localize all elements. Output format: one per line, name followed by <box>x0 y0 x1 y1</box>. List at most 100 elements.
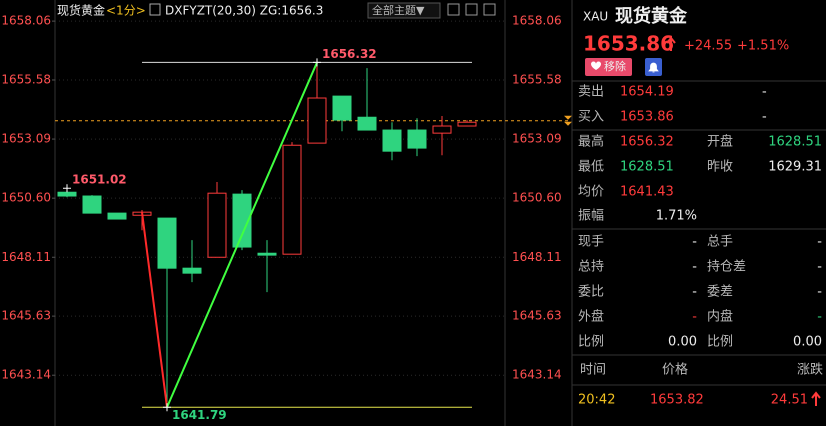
value: - <box>692 285 697 300</box>
value: 1628.51 <box>620 160 674 175</box>
value: 1654.19 <box>620 85 674 100</box>
value: 0.00 <box>668 335 697 350</box>
toolbar-icons[interactable] <box>447 3 496 16</box>
value: 1628.51 <box>768 135 822 150</box>
value: - <box>817 285 822 300</box>
y-tick-label: 1650.60 <box>1 191 51 205</box>
value: - <box>692 260 697 275</box>
candle-body <box>457 121 477 127</box>
y2-tick-label: 1648.11 <box>512 250 562 264</box>
candle-body <box>257 252 277 256</box>
remove-button-label[interactable]: 移除 <box>604 59 626 73</box>
quote-change-pct: +1.51% <box>737 39 789 54</box>
tick-change: 24.51 <box>771 393 808 408</box>
period[interactable]: <1分> <box>106 4 146 18</box>
value: 1.71% <box>656 209 697 224</box>
value: - <box>817 260 822 275</box>
quote-name: 现货黄金 <box>615 5 688 27</box>
theme-button-label[interactable]: 全部主题▼ <box>372 3 425 17</box>
annotation-marker <box>313 58 321 67</box>
candle-body <box>107 212 127 220</box>
y-tick-label: 1658.06 <box>1 14 51 28</box>
column-header: 涨跌 <box>797 362 823 378</box>
column-header: 时间 <box>580 363 606 378</box>
indicator: DXFYZT(20,30) ZG:1656.3 <box>165 4 323 18</box>
label: 外盘 <box>578 309 604 325</box>
value: - <box>817 235 822 250</box>
candle-body <box>57 191 77 197</box>
zigzag-segment <box>141 212 168 408</box>
candle-body <box>307 97 327 144</box>
annotation-marker <box>63 184 71 193</box>
symbol: 现货黄金 <box>57 3 105 18</box>
label: 总手 <box>707 235 733 250</box>
annotation-label: 1641.79 <box>172 408 227 422</box>
value: 1656.32 <box>620 135 674 150</box>
theme-button[interactable] <box>367 2 441 19</box>
label: 均价 <box>578 185 604 200</box>
candle-body <box>182 267 202 274</box>
heart-icon[interactable] <box>591 61 601 71</box>
label: 开盘 <box>707 134 733 150</box>
candle-body <box>332 95 352 121</box>
y-tick-label: 1653.09 <box>1 132 51 146</box>
value: - <box>692 235 697 250</box>
value: 1629.31 <box>768 160 822 175</box>
value: - <box>817 310 822 325</box>
label: 最高 <box>578 134 604 150</box>
y-tick-label: 1648.11 <box>1 250 51 264</box>
y2-tick-label: 1643.14 <box>512 368 562 382</box>
up-arrow <box>811 391 821 406</box>
label: 买入 <box>578 110 604 125</box>
candle-body <box>382 129 402 152</box>
label: 最低 <box>578 160 604 175</box>
value: 0.00 <box>793 335 822 350</box>
value: - <box>692 310 697 325</box>
candle-body <box>282 144 302 255</box>
indicator-icon[interactable] <box>149 3 161 16</box>
label: 振幅 <box>578 209 604 224</box>
quote-code: XAU <box>583 10 608 24</box>
y2-tick-label: 1645.63 <box>512 309 562 323</box>
label: 总持 <box>578 260 604 275</box>
zigzag-segment <box>166 62 318 408</box>
plot: 1658.06 1658.06 1655.58 1655.58 1653.09 1653.… <box>1 14 572 422</box>
up-arrow <box>666 36 676 51</box>
label: 现手 <box>578 235 604 250</box>
value: - <box>762 110 767 125</box>
annotation-label: 1656.32 <box>322 47 377 61</box>
volume-table: 现手 - 总手 -总持 - 持仓差 -委比 - 委差 -外盘 - 内盘 -比例 0.00 比例 0.00 <box>578 235 822 350</box>
tick-time: 20:42 <box>578 393 615 408</box>
label: 委比 <box>578 285 604 300</box>
y-tick-label: 1645.63 <box>1 309 51 323</box>
annotation-marker <box>163 403 171 412</box>
y2-tick-label: 1650.60 <box>512 191 562 205</box>
column-header: 价格 <box>662 362 688 378</box>
y-tick-label: 1643.14 <box>1 368 51 382</box>
value: - <box>762 85 767 100</box>
label: 昨收 <box>707 160 733 175</box>
quote-change: +24.55 <box>684 39 732 54</box>
label: 委差 <box>707 285 733 300</box>
y-tick-label: 1655.58 <box>1 72 51 86</box>
last-price-marker <box>564 115 572 126</box>
candle-body <box>157 217 177 269</box>
label: 持仓差 <box>707 260 746 275</box>
candle-body <box>357 116 377 131</box>
value: 1641.43 <box>620 185 674 200</box>
value: 1653.86 <box>620 110 674 125</box>
tick-price: 1653.82 <box>650 393 704 408</box>
annotation-label: 1651.02 <box>72 173 127 187</box>
y2-tick-label: 1658.06 <box>512 14 562 28</box>
candle-body <box>207 192 227 258</box>
label: 卖出 <box>578 85 604 100</box>
y2-tick-label: 1655.58 <box>512 72 562 86</box>
y2-tick-label: 1653.09 <box>512 132 562 146</box>
candle-body <box>232 193 252 248</box>
candle-body <box>407 129 427 149</box>
label: 比例 <box>578 335 604 350</box>
bell-icon[interactable] <box>648 62 659 73</box>
quote-price: 1653.86 <box>583 32 674 56</box>
candle-body <box>82 195 102 214</box>
